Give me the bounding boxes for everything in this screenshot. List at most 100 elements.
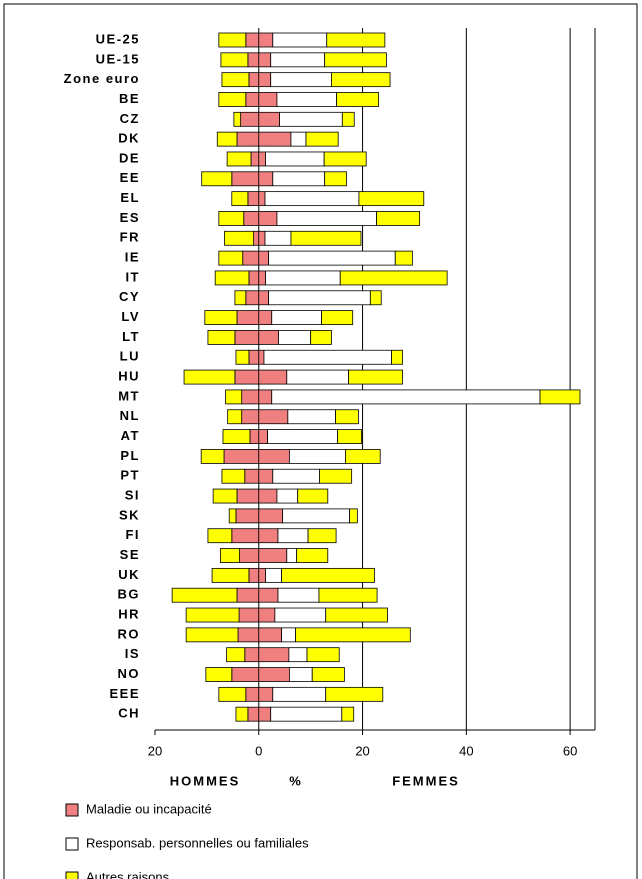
- bar-segment: [212, 488, 238, 504]
- bar-segment: [307, 528, 337, 544]
- bar-segment: [341, 111, 355, 127]
- bar-segment: [227, 409, 243, 425]
- bar-segment: [290, 230, 362, 246]
- bar-segment: [270, 52, 326, 68]
- bar-segment: [341, 706, 355, 722]
- bar-segment: [297, 488, 329, 504]
- bar-segment: [245, 290, 260, 306]
- x-tick-label: 40: [459, 743, 473, 758]
- bar-segment: [258, 52, 272, 68]
- bar-segment: [265, 151, 325, 167]
- category-label: MT: [118, 388, 140, 403]
- bar-segment: [310, 330, 332, 345]
- category-label: FI: [125, 527, 140, 542]
- x-label-center: %: [289, 773, 303, 788]
- category-label: PT: [120, 468, 140, 483]
- bar-segment: [248, 349, 260, 365]
- bar-segment: [226, 647, 246, 663]
- bar-segment: [319, 468, 353, 484]
- bar-segment: [244, 647, 260, 663]
- category-label: IT: [125, 269, 140, 284]
- bar-segment: [235, 508, 260, 524]
- bar-segment: [358, 191, 425, 207]
- bar-segment: [281, 627, 297, 643]
- bar-segment: [321, 310, 354, 326]
- category-label: UK: [118, 567, 140, 582]
- bar-segment: [225, 389, 243, 405]
- bar-segment: [218, 686, 247, 702]
- bar-segment: [243, 211, 260, 226]
- bar-segment: [258, 686, 274, 702]
- bar-segment: [218, 250, 244, 266]
- category-label: BE: [119, 91, 140, 106]
- category-label: NO: [118, 666, 141, 681]
- x-tick-label: 0: [255, 743, 262, 758]
- category-label: AT: [121, 428, 140, 443]
- bar-segment: [258, 211, 278, 226]
- legend-swatch: [65, 871, 79, 879]
- bar-segment: [276, 211, 377, 226]
- bar-segment: [216, 131, 238, 147]
- category-label: IE: [125, 250, 140, 265]
- bar-segment: [268, 290, 371, 306]
- category-label: UE-15: [96, 51, 140, 66]
- bar-segment: [238, 607, 260, 623]
- bar-segment: [218, 32, 247, 48]
- bar-segment: [234, 369, 260, 385]
- bar-segment: [222, 429, 251, 444]
- bar-segment: [200, 448, 225, 464]
- bar-segment: [205, 667, 233, 682]
- bar-segment: [296, 548, 329, 563]
- bar-segment: [218, 92, 247, 107]
- bar-segment: [272, 686, 327, 702]
- bar-segment: [258, 369, 288, 385]
- bar-segment: [265, 567, 283, 583]
- bar-segment: [258, 32, 274, 48]
- bar-segment: [311, 667, 345, 682]
- bar-segment: [272, 468, 320, 484]
- bar-segment: [288, 647, 308, 663]
- bar-segment: [279, 111, 343, 127]
- bar-segment: [376, 211, 421, 226]
- bar-segment: [336, 92, 380, 107]
- category-label: LT: [122, 329, 140, 344]
- bar-segment: [240, 111, 260, 127]
- bar-segment: [325, 686, 384, 702]
- bar-segment: [271, 310, 322, 326]
- bar-segment: [236, 488, 260, 504]
- bar-segment: [185, 627, 239, 643]
- bar-segment: [235, 706, 249, 722]
- bar-segment: [306, 647, 340, 663]
- bar-segment: [265, 270, 341, 286]
- bar-segment: [250, 151, 260, 167]
- bar-segment: [231, 667, 260, 682]
- bar-segment: [286, 548, 298, 563]
- bar-segment: [207, 330, 236, 345]
- bar-segment: [231, 528, 260, 544]
- bar-segment: [305, 131, 339, 147]
- bar-segment: [235, 349, 250, 365]
- bar-segment: [207, 528, 233, 544]
- bar-segment: [220, 52, 249, 68]
- bar-segment: [295, 627, 411, 643]
- bar-segment: [241, 389, 260, 405]
- bar-segment: [282, 508, 350, 524]
- category-label: DK: [118, 131, 140, 146]
- category-label: HU: [118, 369, 140, 384]
- bar-segment: [326, 32, 386, 48]
- bar-segment: [258, 647, 290, 663]
- bar-segment: [258, 389, 273, 405]
- bar-segment: [247, 706, 260, 722]
- bar-segment: [325, 607, 388, 623]
- bar-segment: [258, 171, 274, 187]
- category-label: BG: [118, 587, 141, 602]
- bar-segment: [258, 111, 280, 127]
- bar-segment: [258, 349, 265, 365]
- category-label: EL: [120, 190, 140, 205]
- bar-segment: [394, 250, 413, 266]
- bar-segment: [223, 448, 260, 464]
- bar-segment: [258, 429, 268, 444]
- legend-swatch: [65, 803, 79, 817]
- bar-segment: [270, 706, 343, 722]
- bar-segment: [539, 389, 581, 405]
